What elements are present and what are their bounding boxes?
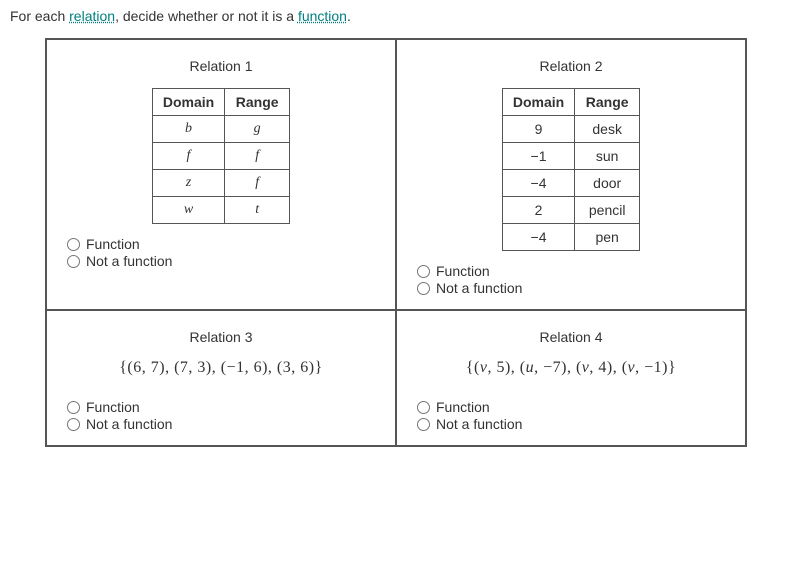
relation-4-notfunction-radio[interactable] [417, 418, 430, 431]
table-row: −4pen [502, 224, 639, 251]
relation-2-cell: Relation 2 Domain Range 9desk−1sun−4door… [396, 39, 746, 310]
relation-2-function-choice[interactable]: Function [417, 263, 725, 279]
relation-3-function-radio[interactable] [67, 401, 80, 414]
relation-3-function-choice[interactable]: Function [67, 399, 375, 415]
domain-cell: f [152, 143, 224, 170]
relation-2-choices: Function Not a function [417, 263, 725, 296]
domain-cell: −4 [502, 170, 574, 197]
range-cell: f [225, 143, 290, 170]
table-row: −4door [502, 170, 639, 197]
relation-4-choices: Function Not a function [417, 399, 725, 432]
domain-header: Domain [502, 89, 574, 116]
relation-4-function-choice[interactable]: Function [417, 399, 725, 415]
domain-cell: −4 [502, 224, 574, 251]
relation-1-choices: Function Not a function [67, 236, 375, 269]
instr-pre: For each [10, 8, 69, 24]
domain-cell: z [152, 170, 224, 197]
range-header: Range [225, 89, 290, 116]
relation-3-cell: Relation 3 {(6, 7), (7, 3), (−1, 6), (3,… [46, 310, 396, 446]
choice-label: Not a function [436, 416, 522, 432]
range-cell: pencil [575, 197, 640, 224]
relation-2-function-radio[interactable] [417, 265, 430, 278]
range-cell: door [575, 170, 640, 197]
domain-cell: 2 [502, 197, 574, 224]
domain-cell: b [152, 116, 224, 143]
relation-4-set: {(v, 5), (u, −7), (v, 4), (v, −1)} [417, 359, 725, 377]
relation-4-title: Relation 4 [417, 329, 725, 345]
table-row: −1sun [502, 143, 639, 170]
table-row: zf [152, 170, 289, 197]
instr-post: . [347, 8, 351, 24]
relation-1-table: Domain Range bgffzfwt [152, 88, 290, 224]
choice-label: Not a function [86, 416, 172, 432]
relation-2-table: Domain Range 9desk−1sun−4door2pencil−4pe… [502, 88, 640, 251]
relation-1-title: Relation 1 [67, 58, 375, 74]
relation-1-notfunction-choice[interactable]: Not a function [67, 253, 375, 269]
relation-4-function-radio[interactable] [417, 401, 430, 414]
choice-label: Function [436, 399, 490, 415]
range-cell: t [225, 197, 290, 224]
domain-cell: 9 [502, 116, 574, 143]
relation-3-title: Relation 3 [67, 329, 375, 345]
relation-link[interactable]: relation [69, 8, 115, 24]
choice-label: Function [436, 263, 490, 279]
relation-1-cell: Relation 1 Domain Range bgffzfwt Functio… [46, 39, 396, 310]
table-row: 9desk [502, 116, 639, 143]
choice-label: Function [86, 399, 140, 415]
choice-label: Not a function [86, 253, 172, 269]
relation-2-notfunction-radio[interactable] [417, 282, 430, 295]
range-cell: g [225, 116, 290, 143]
range-cell: desk [575, 116, 640, 143]
relation-3-notfunction-radio[interactable] [67, 418, 80, 431]
function-link[interactable]: function [298, 8, 347, 24]
relation-4-notfunction-choice[interactable]: Not a function [417, 416, 725, 432]
choice-label: Function [86, 236, 140, 252]
relation-1-function-choice[interactable]: Function [67, 236, 375, 252]
relations-grid: Relation 1 Domain Range bgffzfwt Functio… [45, 38, 747, 447]
domain-header: Domain [152, 89, 224, 116]
domain-cell: −1 [502, 143, 574, 170]
range-header: Range [575, 89, 640, 116]
range-cell: pen [575, 224, 640, 251]
table-row: bg [152, 116, 289, 143]
instr-mid: , decide whether or not it is a [115, 8, 298, 24]
relation-2-notfunction-choice[interactable]: Not a function [417, 280, 725, 296]
relation-3-choices: Function Not a function [67, 399, 375, 432]
table-row: ff [152, 143, 289, 170]
domain-cell: w [152, 197, 224, 224]
relation-1-function-radio[interactable] [67, 238, 80, 251]
choice-label: Not a function [436, 280, 522, 296]
relation-4-cell: Relation 4 {(v, 5), (u, −7), (v, 4), (v,… [396, 310, 746, 446]
range-cell: sun [575, 143, 640, 170]
relation-3-notfunction-choice[interactable]: Not a function [67, 416, 375, 432]
relation-2-title: Relation 2 [417, 58, 725, 74]
table-row: wt [152, 197, 289, 224]
table-row: 2pencil [502, 197, 639, 224]
relation-3-set: {(6, 7), (7, 3), (−1, 6), (3, 6)} [67, 359, 375, 377]
instruction-text: For each relation, decide whether or not… [10, 8, 776, 24]
relation-1-notfunction-radio[interactable] [67, 255, 80, 268]
range-cell: f [225, 170, 290, 197]
